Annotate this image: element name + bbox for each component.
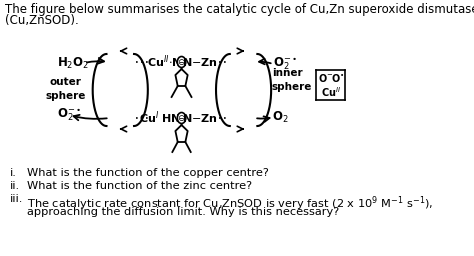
Text: The catalytic rate constant for Cu,ZnSOD is very fast (2 x 10$^9$ M$^{-1}$ s$^{-: The catalytic rate constant for Cu,ZnSOD… (27, 194, 433, 212)
Text: What is the function of the zinc centre?: What is the function of the zinc centre? (27, 181, 252, 191)
Text: N$-$Zn: N$-$Zn (182, 56, 217, 68)
Text: O$_2^{-\bullet}$: O$_2^{-\bullet}$ (273, 56, 298, 72)
Text: ii.: ii. (10, 181, 20, 191)
Text: Cu$^{II}$$\cdot$N: Cu$^{II}$$\cdot$N (146, 54, 182, 70)
Text: O$^{-\!}$O$^{\bullet}$: O$^{-\!}$O$^{\bullet}$ (318, 72, 344, 84)
Text: $\ominus$: $\ominus$ (177, 57, 186, 67)
Text: Cu$^{I}$ HN: Cu$^{I}$ HN (139, 110, 182, 126)
Text: O$_2$: O$_2$ (272, 110, 289, 125)
Text: What is the function of the copper centre?: What is the function of the copper centr… (27, 168, 269, 178)
Text: O$_2^{-\bullet}$: O$_2^{-\bullet}$ (57, 107, 81, 123)
Circle shape (177, 112, 186, 123)
Text: Cu$^{II}$: Cu$^{II}$ (321, 85, 341, 99)
Text: N$-$Zn: N$-$Zn (182, 112, 217, 124)
Text: iii.: iii. (9, 194, 23, 204)
Text: approaching the diffusion limit. Why is this necessary?: approaching the diffusion limit. Why is … (27, 207, 339, 217)
Text: outer
sphere: outer sphere (46, 77, 86, 101)
Text: i.: i. (10, 168, 17, 178)
Circle shape (177, 57, 186, 68)
Text: inner
sphere: inner sphere (272, 68, 312, 92)
Text: The figure below summarises the catalytic cycle of Cu,Zn superoxide dismutase: The figure below summarises the catalyti… (5, 3, 474, 16)
Text: $\ominus$: $\ominus$ (177, 113, 186, 123)
Text: (Cu,ZnSOD).: (Cu,ZnSOD). (5, 14, 78, 27)
Text: H$_2$O$_2$: H$_2$O$_2$ (57, 56, 90, 71)
